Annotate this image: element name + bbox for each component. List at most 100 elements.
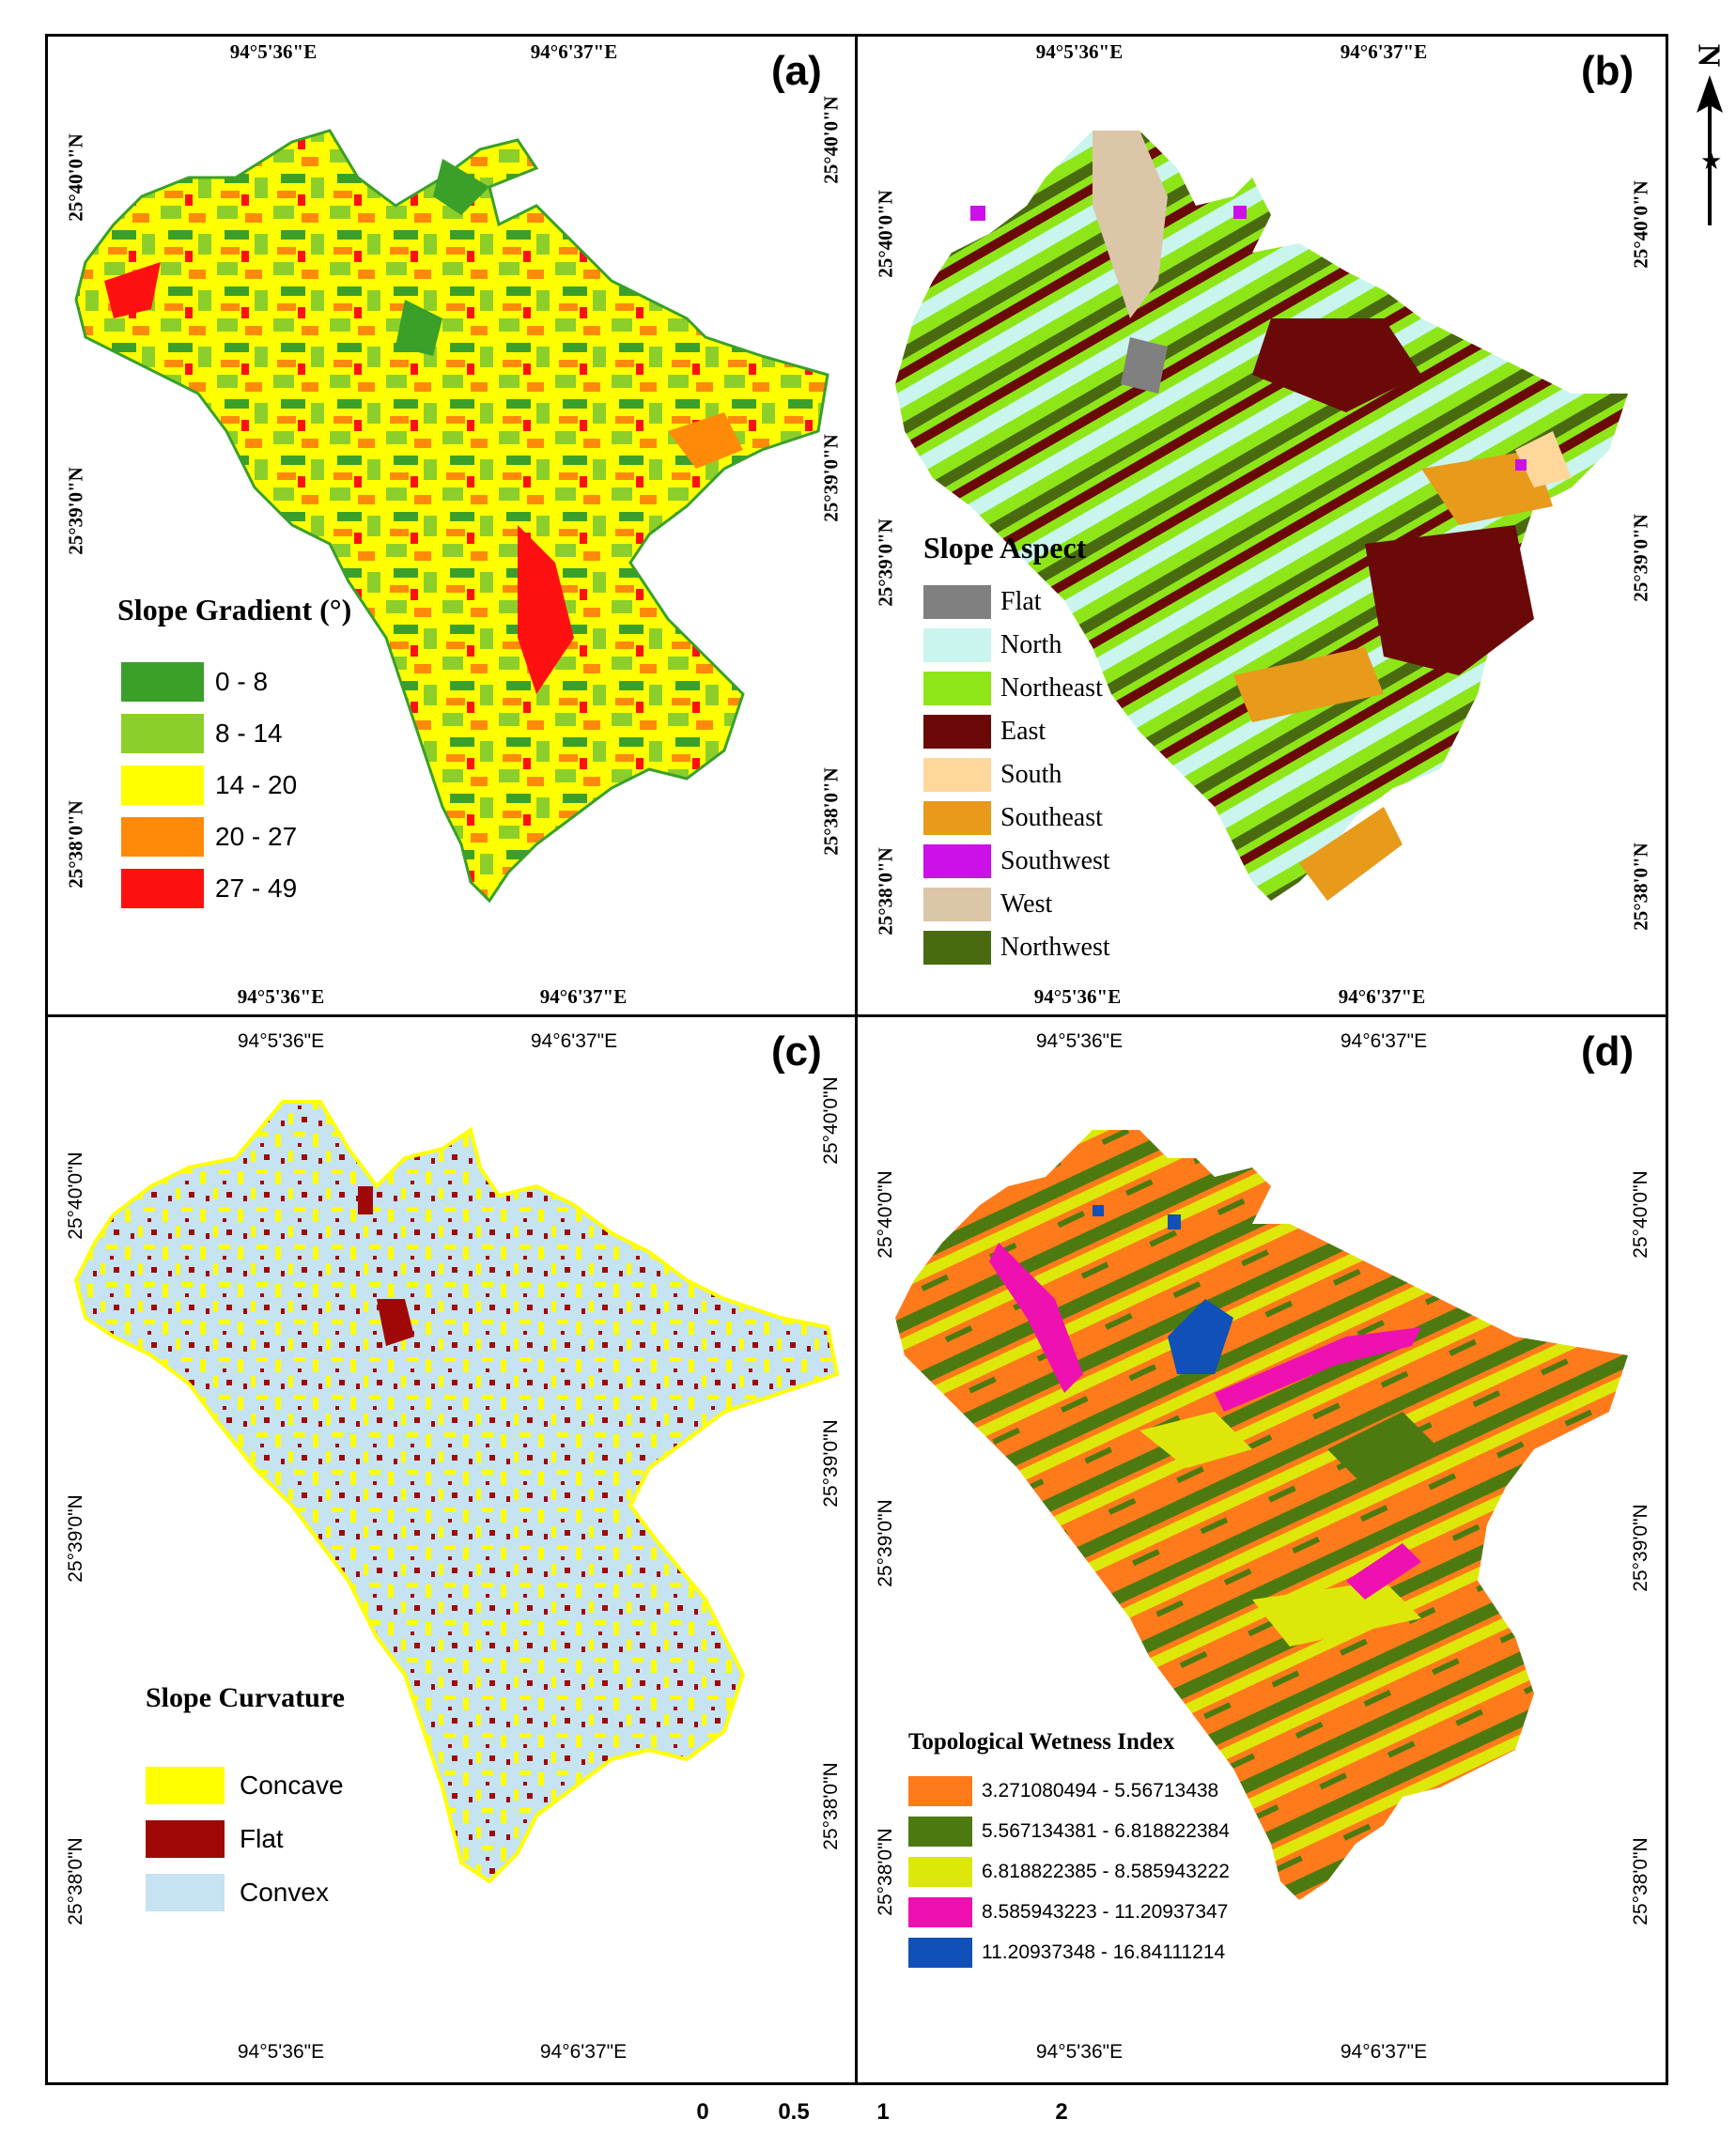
panel-a-bottom-x-1: 94°5'36"E [237, 985, 325, 1008]
legend-swatch [923, 585, 991, 619]
panel-d-top-x-2: 94°6'37"E [1340, 1030, 1428, 1052]
panel-c-bottom-x-1: 94°5'36"E [237, 2041, 325, 2063]
legend-item: 5.567134381 - 6.818822384 [908, 1817, 1230, 1847]
scale-tick-2: 2 [1055, 2099, 1068, 2125]
panel-b-left-y-3: 25°38'0"N [874, 847, 897, 936]
panel-d-twi: (d) 94°5'36"E 94°6'37"E 94°5'36"E 94°6'3… [855, 1014, 1668, 2085]
panel-a-top-x-2: 94°6'37"E [530, 40, 618, 63]
legend-swatch [908, 1776, 972, 1806]
legend-item: 3.271080494 - 5.56713438 [908, 1776, 1218, 1806]
legend-item: 20 - 27 [121, 817, 297, 857]
panel-d-bottom-x-1: 94°5'36"E [1035, 2041, 1124, 2063]
legend-item: 27 - 49 [121, 869, 297, 908]
legend-item: Northwest [923, 931, 1110, 965]
legend-swatch [908, 1897, 972, 1927]
legend-item: West [923, 888, 1052, 921]
panel-d-right-y-3: 25°38'0"N [1630, 1837, 1651, 1925]
panel-d-right-y-1: 25°40'0"N [1630, 1170, 1651, 1259]
legend-swatch [121, 714, 204, 753]
panel-c-slope-curvature: (c) 94°5'36"E 94°6'37"E 94°5'36"E 94°6'3… [45, 1014, 859, 2085]
legend-item: North [923, 628, 1062, 662]
legend-item: 8 - 14 [121, 714, 283, 753]
panel-d-top-x-1: 94°5'36"E [1035, 1030, 1124, 1052]
scale-tick-05: 0.5 [778, 2099, 810, 2125]
panel-a-right-y-3: 25°38'0"N [819, 767, 843, 856]
legend-item: 6.818822385 - 8.585943222 [908, 1857, 1230, 1887]
twi-legend-title: Topological Wetness Index [908, 1729, 1175, 1755]
panel-a-bottom-x-2: 94°6'37"E [539, 985, 628, 1008]
slope-curvature-map [73, 1100, 840, 1884]
panel-c-bottom-x-2: 94°6'37"E [539, 2041, 628, 2063]
panel-a-top-x-1: 94°5'36"E [229, 40, 318, 63]
north-arrow-label: N [1691, 43, 1727, 68]
panel-d-left-y-1: 25°40'0"N [875, 1170, 896, 1259]
panel-a-left-y-1: 25°40'0"N [64, 133, 87, 222]
panel-d-left-y-3: 25°38'0"N [875, 1828, 896, 1916]
legend-item: Northeast [923, 672, 1103, 705]
panel-b-right-y-1: 25°40'0"N [1629, 180, 1652, 269]
legend-swatch [121, 869, 204, 908]
legend-item: South [923, 758, 1062, 792]
legend-swatch [908, 1938, 972, 1968]
panel-a-right-y-1: 25°40'0"N [819, 96, 843, 184]
panel-b-left-y-1: 25°40'0"N [874, 190, 897, 278]
svg-text:★: ★ [1700, 147, 1722, 176]
panel-d-bottom-x-2: 94°6'37"E [1340, 2041, 1428, 2063]
panel-d-left-y-2: 25°39'0"N [875, 1499, 896, 1587]
slope-curvature-legend-title: Slope Curvature [146, 1682, 345, 1713]
legend-item: Concave [146, 1767, 344, 1804]
legend-swatch [146, 1820, 225, 1858]
panel-c-top-x-2: 94°6'37"E [530, 1030, 618, 1052]
panel-c-left-y-1: 25°40'0"N [65, 1152, 86, 1240]
catchment-shape [73, 1100, 840, 1884]
legend-swatch [923, 931, 991, 965]
panel-c-left-y-3: 25°38'0"N [65, 1837, 86, 1925]
panel-b-right-y-3: 25°38'0"N [1629, 843, 1652, 931]
slope-gradient-legend-title: Slope Gradient (°) [117, 593, 352, 626]
panel-c-right-y-2: 25°39'0"N [820, 1419, 842, 1508]
legend-swatch [923, 672, 991, 705]
panel-b-left-y-2: 25°39'0"N [874, 518, 897, 607]
catchment-shape [895, 1130, 1628, 1900]
legend-item: 0 - 8 [121, 662, 268, 702]
north-arrow-icon: ★ [1697, 75, 1723, 225]
slope-gradient-map [74, 129, 829, 904]
catchment-shape [74, 129, 829, 904]
panel-a-left-y-2: 25°39'0"N [64, 467, 87, 555]
legend-swatch [923, 801, 991, 835]
panel-a-slope-gradient: (a) 94°5'36"E 94°6'37"E 94°5'36"E 94°6'3… [45, 34, 859, 1018]
legend-item: 11.20937348 - 16.84111214 [908, 1938, 1225, 1968]
legend-swatch [121, 817, 204, 857]
panel-b-bottom-x-2: 94°6'37"E [1338, 985, 1426, 1008]
legend-item: Southwest [923, 844, 1110, 878]
legend-swatch [923, 715, 991, 749]
legend-item: East [923, 715, 1046, 749]
legend-swatch [146, 1767, 225, 1804]
panel-c-left-y-2: 25°39'0"N [65, 1494, 86, 1583]
legend-swatch [146, 1874, 225, 1911]
scale-tick-0: 0 [696, 2099, 709, 2125]
legend-swatch [908, 1857, 972, 1887]
legend-swatch [923, 628, 991, 662]
panel-a-label: (a) [771, 48, 822, 94]
twi-map [895, 1130, 1628, 1900]
legend-item: Flat [923, 585, 1042, 619]
panel-c-label: (c) [771, 1028, 822, 1075]
panel-d-right-y-2: 25°39'0"N [1630, 1504, 1651, 1592]
panel-b-slope-aspect: (b) 94°5'36"E 94°6'37"E 94°5'36"E 94°6'3… [855, 34, 1668, 1018]
panel-a-right-y-2: 25°39'0"N [819, 434, 843, 522]
legend-item: Convex [146, 1874, 329, 1911]
panel-b-bottom-x-1: 94°5'36"E [1033, 985, 1122, 1008]
legend-item: Flat [146, 1820, 284, 1858]
panel-a-left-y-3: 25°38'0"N [64, 800, 87, 889]
legend-swatch [908, 1817, 972, 1847]
panel-d-label: (d) [1581, 1028, 1635, 1075]
panel-b-top-x-2: 94°6'37"E [1340, 40, 1428, 63]
legend-swatch [923, 758, 991, 792]
slope-aspect-map [895, 131, 1628, 901]
slope-aspect-legend-title: Slope Aspect [923, 531, 1087, 564]
panel-c-top-x-1: 94°5'36"E [237, 1030, 325, 1052]
legend-item: Southeast [923, 801, 1103, 835]
legend-swatch [923, 844, 991, 878]
legend-swatch [121, 765, 204, 805]
